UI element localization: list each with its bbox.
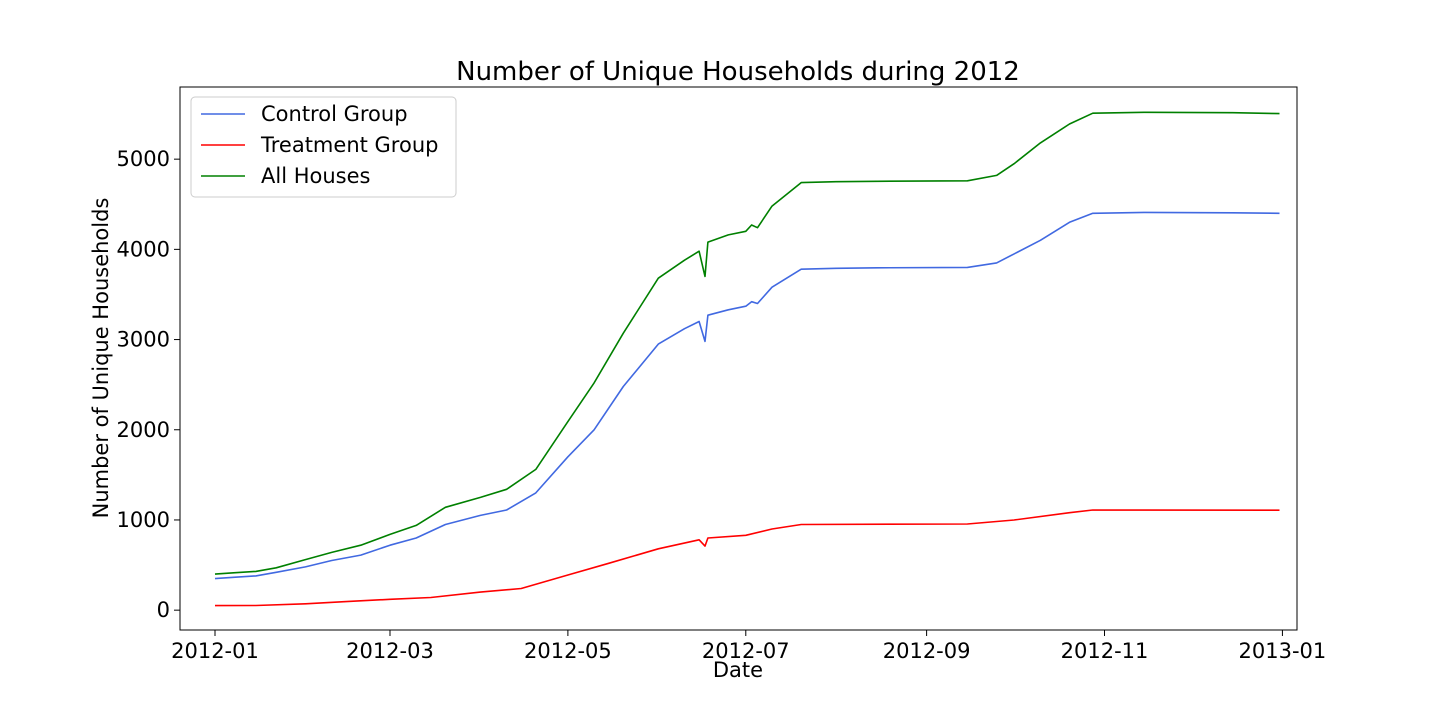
y-tick-label: 1000	[117, 508, 170, 532]
y-tick-label: 4000	[117, 237, 170, 261]
x-tick-label: 2012-03	[346, 639, 434, 663]
y-tick-label: 3000	[117, 328, 170, 352]
plot-frame	[179, 86, 1298, 631]
y-tick-label: 5000	[117, 147, 170, 171]
x-tick-label: 2012-09	[883, 639, 971, 663]
x-tick-label: 2012-01	[171, 639, 259, 663]
x-tick-label: 2012-07	[702, 639, 790, 663]
x-tick-label: 2013-01	[1239, 639, 1327, 663]
y-tick-label: 0	[157, 598, 170, 622]
y-axis: 0 1000 2000 3000 4000 5000	[117, 147, 180, 622]
legend-frame	[190, 96, 457, 198]
legend-label: Control Group	[261, 102, 408, 126]
legend-label: All Houses	[261, 164, 370, 188]
legend-label: Treatment Group	[260, 133, 438, 157]
series-line-all-houses	[214, 111, 1280, 575]
x-tick-label: 2012-05	[524, 639, 612, 663]
x-tick-label: 2012-11	[1061, 639, 1149, 663]
legend: Control Group Treatment Group All Houses	[190, 96, 457, 198]
series-line-treatment-group	[214, 509, 1280, 607]
y-axis-title: Number of Unique Households	[89, 198, 113, 519]
x-axis-title: Date	[713, 658, 763, 682]
plot-lines	[214, 111, 1280, 607]
y-tick-label: 2000	[117, 418, 170, 442]
series-line-control-group	[214, 211, 1280, 580]
x-axis: 2012-01 2012-03 2012-05 2012-07 2012-09 2012-…	[171, 630, 1326, 663]
chart-title: Number of Unique Households during 2012	[456, 57, 1020, 87]
